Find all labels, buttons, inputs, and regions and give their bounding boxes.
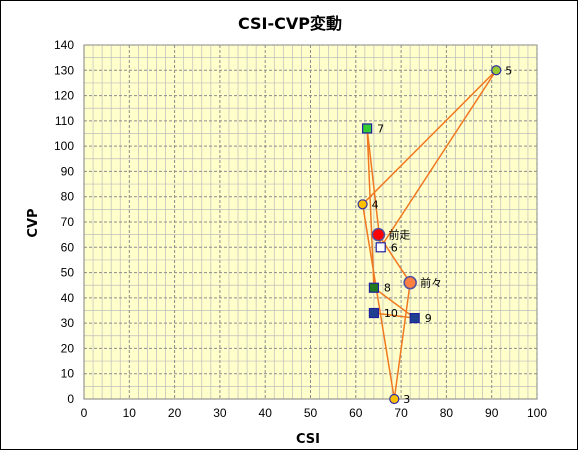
data-point xyxy=(409,312,420,324)
y-tick-label: 10 xyxy=(61,367,75,381)
x-tick-label: 80 xyxy=(440,406,454,420)
data-point xyxy=(389,393,400,405)
data-label: 8 xyxy=(384,282,391,295)
data-point xyxy=(491,65,502,76)
x-tick-label: 0 xyxy=(81,406,88,420)
x-tick-label: 70 xyxy=(394,406,408,420)
y-axis-label: CVP xyxy=(26,208,41,237)
y-tick-label: 130 xyxy=(54,63,74,77)
data-label: 4 xyxy=(372,198,379,211)
data-point xyxy=(371,227,386,242)
data-point xyxy=(368,307,380,319)
data-point xyxy=(375,242,386,253)
y-tick-label: 50 xyxy=(61,266,75,280)
x-tick-label: 50 xyxy=(304,406,318,420)
data-point xyxy=(357,199,368,210)
data-label: 5 xyxy=(505,64,512,77)
y-tick-label: 100 xyxy=(54,139,74,153)
data-label: 6 xyxy=(391,241,398,254)
data-label: 3 xyxy=(403,393,410,406)
data-point xyxy=(362,123,373,134)
data-label: 7 xyxy=(377,122,384,135)
data-label: 前々 xyxy=(420,276,442,290)
y-tick-label: 0 xyxy=(67,392,74,406)
y-tick-label: 90 xyxy=(61,164,75,178)
y-tick-label: 20 xyxy=(61,341,75,355)
y-tick-label: 70 xyxy=(61,215,75,229)
data-label: 10 xyxy=(384,307,398,320)
x-tick-label: 20 xyxy=(168,406,182,420)
y-tick-label: 30 xyxy=(61,316,75,330)
data-point xyxy=(368,282,380,293)
data-label: 9 xyxy=(425,312,432,325)
x-tick-label: 90 xyxy=(485,406,499,420)
y-tick-label: 40 xyxy=(61,291,75,305)
series-line xyxy=(361,69,497,400)
chart-title: CSI-CVP変動 xyxy=(238,14,342,33)
x-tick-label: 40 xyxy=(259,406,273,420)
x-axis-label: CSI xyxy=(296,432,320,447)
x-tick-label: 30 xyxy=(213,406,227,420)
x-tick-label: 100 xyxy=(527,406,547,420)
data-point xyxy=(403,275,417,290)
y-tick-label: 60 xyxy=(61,240,75,254)
y-tick-label: 120 xyxy=(54,89,74,103)
data-label: 前走 xyxy=(388,228,410,242)
y-tick-label: 80 xyxy=(61,190,75,204)
y-tick-label: 110 xyxy=(55,114,74,128)
x-tick-label: 60 xyxy=(349,406,363,420)
x-tick-label: 10 xyxy=(123,406,137,420)
y-tick-label: 140 xyxy=(54,38,74,52)
